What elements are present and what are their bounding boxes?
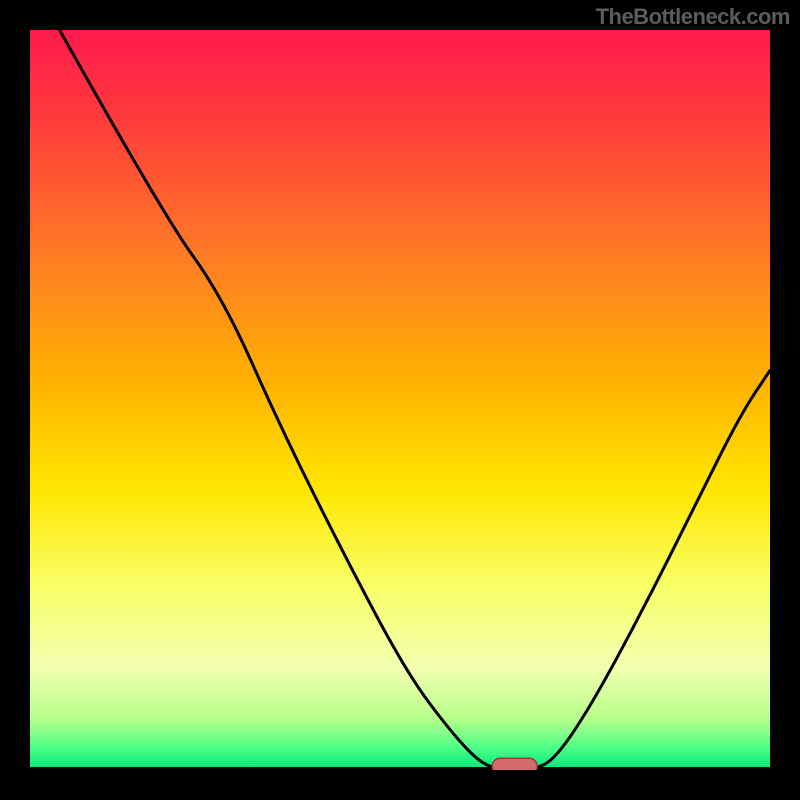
- watermark-text: TheBottleneck.com: [596, 4, 790, 30]
- plot-area: [30, 30, 770, 770]
- bottleneck-chart-svg: [30, 30, 770, 770]
- minimum-marker: [492, 758, 537, 770]
- chart-container: TheBottleneck.com: [0, 0, 800, 800]
